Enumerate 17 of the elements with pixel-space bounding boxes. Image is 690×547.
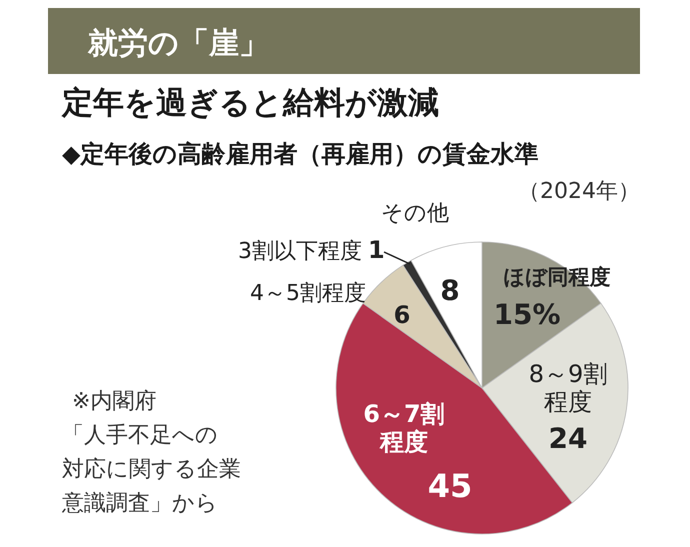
- slice-label: 6～7割程度: [363, 400, 445, 456]
- data-label: 45: [428, 467, 472, 505]
- data-label: 24: [548, 422, 588, 455]
- text: ◆定年後の高齢雇用者（再雇用）の賃金水準: [62, 140, 538, 168]
- slice-label: 3割以下程度: [238, 239, 362, 264]
- data-label: 1: [368, 236, 385, 264]
- slice-label: ほぼ同程度: [504, 265, 610, 289]
- text: ※内閣府「人手不足への対応に関する企業意識調査」から: [61, 389, 241, 516]
- slice-label: 4～5割程度: [250, 281, 366, 306]
- slice-label: 8～9割程度: [528, 360, 608, 416]
- chart-title: 就労の「崖」: [87, 26, 269, 61]
- data-label: 6: [394, 301, 410, 329]
- data-label: 8: [440, 274, 460, 307]
- data-label: 15%: [493, 298, 561, 331]
- text: （2024年）: [518, 179, 640, 204]
- chart-subtitle: 定年を過ぎると給料が激減: [61, 85, 439, 121]
- slice-label: その他: [381, 201, 449, 226]
